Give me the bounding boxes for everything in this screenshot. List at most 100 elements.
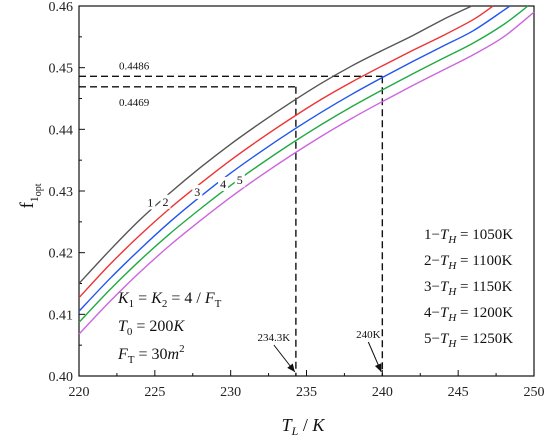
param-k1-sub: 1 bbox=[129, 298, 135, 310]
legend-symbol: T bbox=[440, 305, 450, 321]
ref-line-label: 0.4469 bbox=[119, 97, 150, 109]
legend-index: 5 bbox=[424, 331, 432, 347]
series-line-5 bbox=[78, 11, 535, 335]
y-axis: 0.40 0.41 0.42 0.43 0.44 0.45 0.46 bbox=[49, 0, 85, 385]
legend-sub: H bbox=[447, 234, 457, 246]
y-axis-title-sub1: 1 bbox=[27, 196, 41, 202]
legend-entry-1: 1−TH = 1050K bbox=[424, 227, 513, 246]
y-tick-label: 0.42 bbox=[49, 247, 74, 262]
legend-sub: H bbox=[447, 260, 457, 272]
x-axis-title-unit: K bbox=[311, 415, 325, 435]
legend-index: 1 bbox=[424, 227, 432, 243]
x-tick-label: 220 bbox=[69, 385, 90, 400]
x-tick-label: 250 bbox=[524, 385, 545, 400]
legend-entry-4: 4−TH = 1200K bbox=[424, 305, 513, 324]
curve-label-bg bbox=[218, 176, 229, 191]
curve-label-5: 5 bbox=[237, 173, 243, 187]
arrow-annotation-label: 240K bbox=[356, 329, 381, 341]
curve-label-1: 1 bbox=[147, 195, 153, 209]
param-k2-sub: 2 bbox=[162, 298, 168, 310]
legend-value: 1250K bbox=[472, 331, 513, 347]
legend-value: 1200K bbox=[472, 305, 513, 321]
arrow-annotations: 234.3K 240K bbox=[258, 329, 382, 373]
y-tick-label: 0.45 bbox=[49, 62, 74, 77]
curve-label-bg bbox=[160, 194, 171, 209]
param-k-line: K1 = K2 = 4 / FT bbox=[117, 290, 222, 310]
param-t0-sub: 0 bbox=[127, 326, 133, 338]
legend-sub: H bbox=[447, 286, 457, 298]
legend-eq: = bbox=[456, 279, 472, 295]
legend-symbol: T bbox=[440, 227, 450, 243]
y-tick-label: 0.41 bbox=[49, 308, 74, 323]
x-tick-label: 245 bbox=[448, 385, 469, 400]
legend-entry-2: 2−TH = 1100K bbox=[424, 253, 513, 272]
legend-eq: = bbox=[456, 227, 472, 243]
y-axis-title-main: f bbox=[17, 202, 38, 209]
legend-dash: − bbox=[432, 331, 440, 347]
legend-value: 1150K bbox=[472, 279, 512, 295]
series-line-4 bbox=[78, 5, 529, 323]
x-tick-label: 230 bbox=[220, 385, 241, 400]
legend-index: 3 bbox=[424, 279, 432, 295]
series-layer bbox=[78, 5, 535, 335]
arrow-head bbox=[374, 363, 382, 372]
param-ft-sup: 2 bbox=[179, 343, 185, 355]
legend-eq: = bbox=[456, 305, 472, 321]
param-t0: T bbox=[118, 318, 128, 335]
curve-label-3: 3 bbox=[194, 185, 200, 199]
legend-dash: − bbox=[432, 227, 440, 243]
legend-index: 2 bbox=[424, 253, 432, 269]
legend-sub: H bbox=[447, 312, 457, 324]
legend-entry-3: 3−TH = 1150K bbox=[424, 279, 513, 298]
param-t0-line: T0 = 200K bbox=[118, 318, 185, 338]
legend-value: 1100K bbox=[472, 253, 512, 269]
param-t0-unit: K bbox=[172, 318, 185, 335]
series-line-1 bbox=[78, 5, 473, 284]
y-tick-label: 0.44 bbox=[49, 123, 74, 138]
y-tick-label: 0.46 bbox=[49, 0, 74, 15]
legend-symbol: T bbox=[440, 331, 450, 347]
parameter-block: K1 = K2 = 4 / FT T0 = 200K FT = 30m2 bbox=[117, 290, 222, 366]
x-axis-title: TL / K bbox=[282, 415, 326, 438]
legend-value: 1050K bbox=[472, 227, 513, 243]
legend-index: 4 bbox=[424, 305, 432, 321]
x-axis-title-main: T bbox=[282, 415, 294, 435]
param-k1: K bbox=[117, 290, 130, 307]
y-axis-title-sub2: opt bbox=[33, 183, 44, 196]
x-axis-title-sub: L bbox=[291, 424, 299, 438]
arrow-annotation-label: 234.3K bbox=[258, 332, 291, 344]
curve-labels: 1 2 3 4 5 bbox=[145, 173, 245, 210]
x-tick-label: 235 bbox=[296, 385, 317, 400]
legend-dash: − bbox=[432, 253, 440, 269]
curve-label-bg bbox=[234, 173, 245, 188]
legend-dash: − bbox=[432, 305, 440, 321]
legend-symbol: T bbox=[440, 253, 450, 269]
series-line-2 bbox=[78, 5, 494, 299]
param-k-f: F bbox=[204, 290, 215, 307]
legend-entry-5: 5−TH = 1250K bbox=[424, 331, 513, 350]
param-k-rhs: = 4 / bbox=[167, 290, 204, 307]
x-tick-label: 240 bbox=[372, 385, 393, 400]
y-tick-label: 0.43 bbox=[49, 185, 74, 200]
legend-eq: = bbox=[456, 331, 472, 347]
y-axis-title: f1opt bbox=[17, 183, 44, 208]
param-ft-unit: m bbox=[168, 346, 180, 363]
param-k-f-sub: T bbox=[215, 298, 222, 310]
param-ft-sub: T bbox=[128, 354, 135, 366]
param-ft-rhs: = 30 bbox=[135, 346, 168, 363]
arrow-head bbox=[287, 363, 295, 372]
legend-eq: = bbox=[456, 253, 472, 269]
param-t0-rhs: = 200 bbox=[132, 318, 173, 335]
ref-line-label: 0.4486 bbox=[119, 60, 150, 72]
curve-label-2: 2 bbox=[162, 195, 168, 209]
legend-symbol: T bbox=[440, 279, 450, 295]
curve-label-4: 4 bbox=[220, 177, 226, 191]
legend-dash: − bbox=[432, 279, 440, 295]
curve-label-bg bbox=[145, 195, 156, 210]
param-ft-line: FT = 30m2 bbox=[117, 343, 185, 366]
x-tick-label: 225 bbox=[144, 385, 165, 400]
param-ft: F bbox=[117, 346, 128, 363]
reference-lines: 0.4486 0.4469 bbox=[79, 60, 384, 376]
